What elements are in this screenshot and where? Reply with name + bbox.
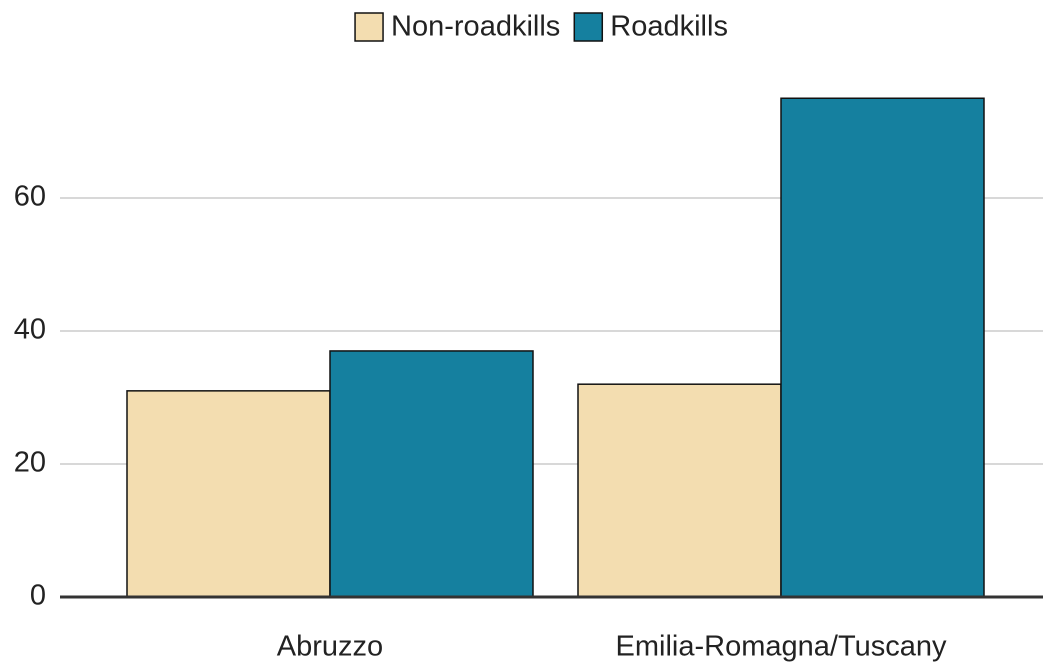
legend-item: Non-roadkills xyxy=(354,11,560,43)
legend-swatch xyxy=(354,12,384,42)
bar xyxy=(780,97,985,598)
y-tick-label: 20 xyxy=(14,447,46,479)
y-tick-label: 60 xyxy=(14,181,46,213)
legend-label: Roadkills xyxy=(610,11,728,43)
y-tick-label: 0 xyxy=(30,580,46,612)
bar xyxy=(577,383,782,598)
legend-label: Non-roadkills xyxy=(391,11,560,43)
legend-item: Roadkills xyxy=(573,11,728,43)
legend-swatch xyxy=(573,12,604,42)
x-tick-label: Emilia-Romagna/Tuscany xyxy=(616,631,947,663)
x-tick-label: Abruzzo xyxy=(277,631,383,663)
y-tick-label: 40 xyxy=(14,314,46,346)
bar xyxy=(329,350,534,598)
bar xyxy=(126,390,331,598)
